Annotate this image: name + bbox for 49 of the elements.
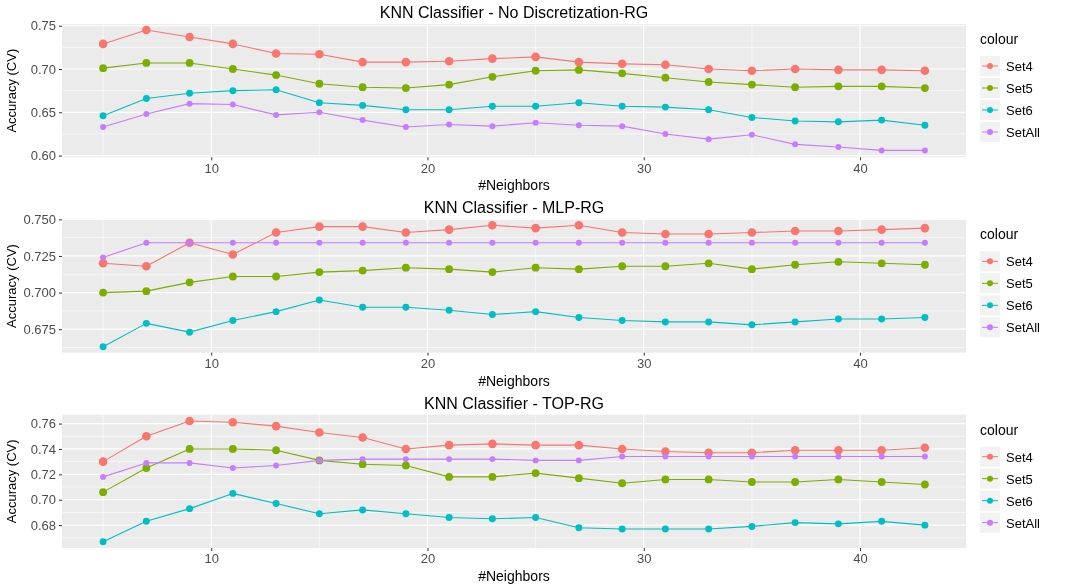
legend-label: Set4 [1006,449,1033,465]
legend-title: colour [980,31,1019,47]
legend-title: colour [980,226,1019,243]
x-tick-label: 40 [853,160,868,176]
legend-label: Set6 [1006,103,1033,118]
y-tick-label: 0.68 [30,517,56,533]
y-tick-label: 0.750 [23,211,56,227]
x-tick-label: 30 [637,355,652,371]
legend-title: colour [980,421,1019,438]
y-tick-label: 0.75 [30,18,56,34]
y-tick-label: 0.65 [30,104,56,120]
legend-label: Set4 [1006,59,1033,74]
y-tick-label: 0.70 [30,492,56,508]
y-tick-label: 0.60 [30,148,56,164]
x-tick-label: 30 [637,551,652,567]
legend-label: Set4 [1006,254,1033,270]
y-tick-label: 0.700 [23,285,56,301]
x-tick-label: 40 [853,355,868,371]
chart-title: KNN Classifier - MLP-RG [423,199,605,217]
legend-label: Set6 [1006,493,1033,509]
x-tick-label: 10 [204,355,219,371]
x-tick-label: 30 [637,160,652,176]
x-tick-label: 10 [204,551,219,567]
y-tick-label: 0.76 [30,416,56,432]
legend-label: Set5 [1006,81,1033,96]
y-axis-title: Accuracy (CV) [4,244,19,328]
x-axis-title: #Neighbors [478,177,550,194]
chart-title: KNN Classifier - TOP-RG [424,394,604,412]
y-tick-label: 0.675 [23,321,56,337]
y-axis-title: Accuracy (CV) [4,48,19,133]
x-tick-label: 40 [853,551,868,567]
y-tick-label: 0.70 [30,61,56,77]
x-tick-label: 20 [420,355,436,371]
x-axis-title: #Neighbors [478,568,550,584]
x-tick-label: 20 [420,160,436,176]
x-tick-label: 20 [420,551,436,567]
legend-label: SetAll [1006,515,1041,531]
chart-title: KNN Classifier - No Discretization-RG [379,4,649,21]
legend-label: Set5 [1006,471,1033,487]
legend-label: SetAll [1006,125,1041,140]
legend-label: Set6 [1006,298,1033,314]
y-axis-title: Accuracy (CV) [4,439,19,524]
y-tick-label: 0.74 [30,441,56,457]
x-tick-label: 10 [204,160,219,176]
y-tick-label: 0.725 [23,248,56,264]
legend-label: Set5 [1006,276,1033,292]
x-axis-title: #Neighbors [478,372,550,389]
y-tick-label: 0.72 [30,467,56,483]
legend-label: SetAll [1006,320,1041,336]
